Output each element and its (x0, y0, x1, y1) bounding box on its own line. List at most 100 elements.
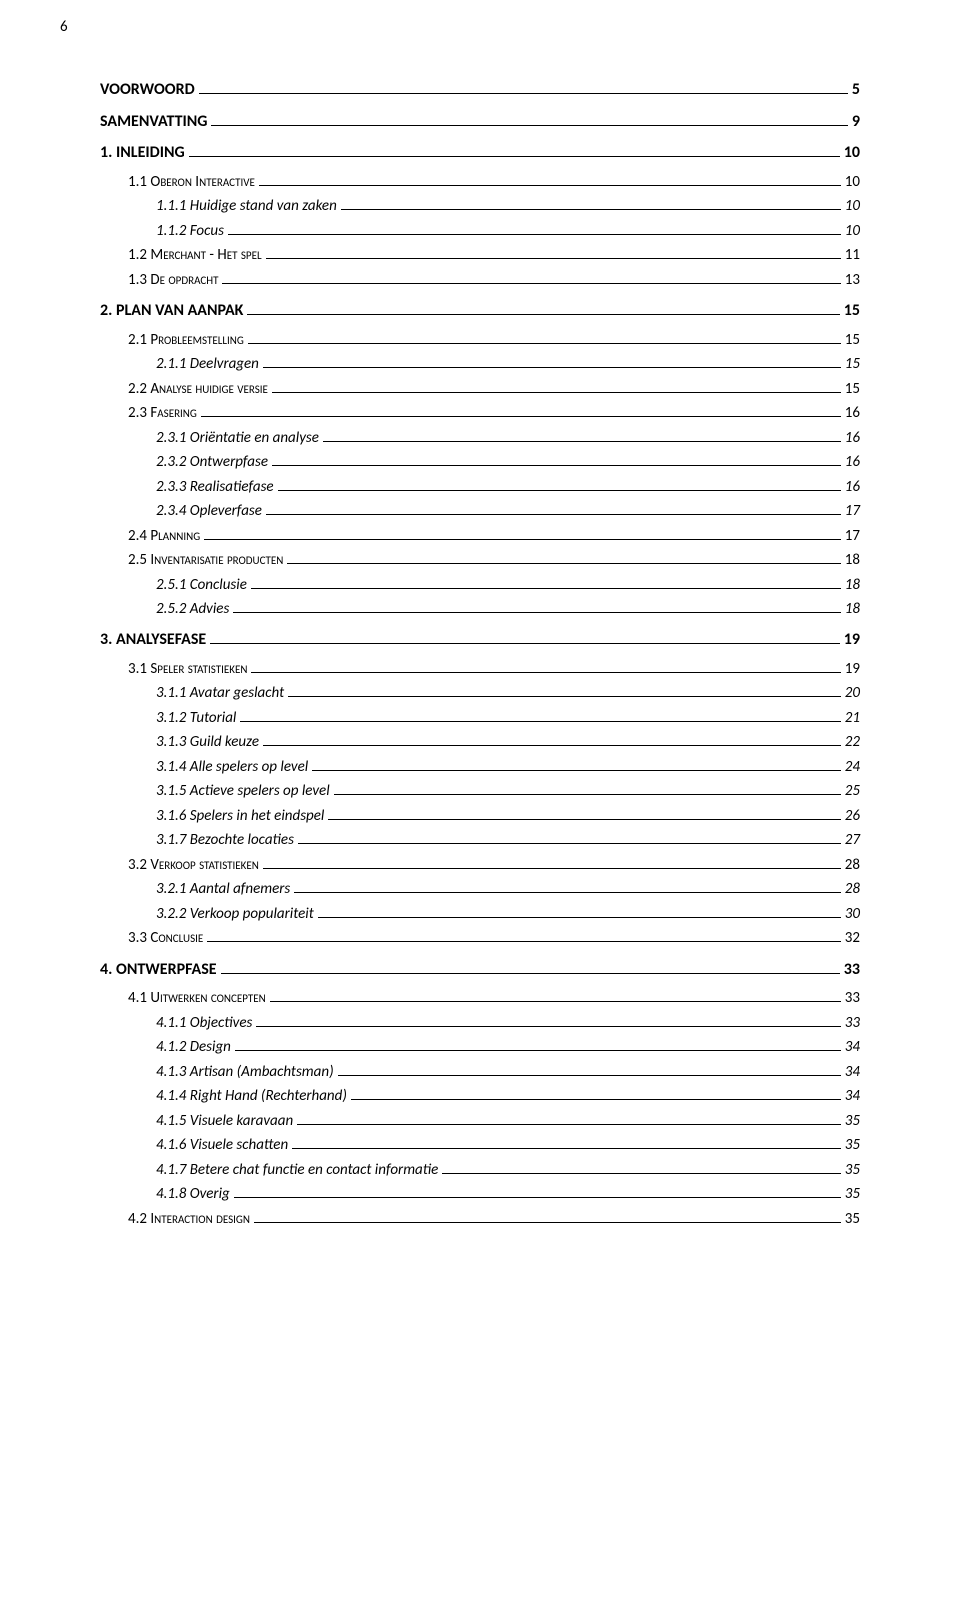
toc-leader-line (189, 143, 840, 157)
toc-leader-line (254, 1209, 841, 1223)
toc-leader-line (288, 684, 841, 698)
toc-leader-line (199, 80, 848, 94)
toc-entry-label: 3.1.1 Avatar geslacht (156, 684, 284, 702)
toc-entry-label: 2.5.1 Conclusie (156, 576, 247, 594)
toc-entry: 3.2.1 Aantal afnemers 28 (100, 880, 860, 899)
toc-entry: 2.1 Probleemstelling 15 (100, 330, 860, 349)
toc-entry-label: 3.1 Speler statistieken (128, 660, 247, 678)
toc-entry: 2.5 Inventarisatie producten 18 (100, 551, 860, 570)
toc-entry-page: 32 (845, 929, 860, 947)
toc-entry-page: 35 (845, 1185, 860, 1203)
toc-leader-line (201, 404, 841, 418)
toc-entry: 3.1.5 Actieve spelers op level25 (100, 782, 860, 801)
toc-entry-label: 3.2.1 Aantal afnemers (156, 880, 290, 898)
toc-entry: 4.1.7 Betere chat functie en contact inf… (100, 1160, 860, 1179)
toc-leader-line (294, 880, 841, 894)
toc-entry-page: 27 (845, 831, 860, 849)
toc-entry-page: 30 (845, 905, 860, 923)
toc-entry-label: 4.1.7 Betere chat functie en contact inf… (156, 1161, 438, 1179)
toc-entry-label: 2.5 Inventarisatie producten (128, 551, 283, 569)
toc-entry-label: SAMENVATTING (100, 112, 207, 131)
toc-entry-page: 15 (845, 355, 860, 373)
toc-entry: 4. ONTWERPFASE33 (100, 959, 860, 978)
toc-leader-line (259, 172, 841, 186)
toc-entry-label: 4.1.8 Overig (156, 1185, 230, 1203)
toc-entry-label: 2.3.4 Opleverfase (156, 502, 262, 520)
toc-leader-line (272, 379, 841, 393)
toc-entry-page: 18 (845, 576, 860, 594)
toc-entry-label: 2.2 Analyse huidige versie (128, 380, 268, 398)
toc-entry: 3.1.7 Bezochte locaties 27 (100, 831, 860, 850)
toc-entry-label: 2.3 Fasering (128, 404, 197, 422)
toc-leader-line (233, 600, 840, 614)
toc-entry-label: 1.1.2 Focus (156, 222, 224, 240)
toc-entry-page: 16 (845, 478, 860, 496)
toc-leader-line (318, 904, 841, 918)
toc-entry: VOORWOORD5 (100, 80, 860, 99)
toc-leader-line (312, 757, 841, 771)
toc-entry: 1.1.2 Focus10 (100, 221, 860, 240)
toc-entry: 4.2 Interaction design35 (100, 1209, 860, 1228)
toc-entry-label: 4. ONTWERPFASE (100, 960, 217, 979)
toc-entry-label: 4.1.3 Artisan (Ambachtsman) (156, 1063, 334, 1081)
toc-leader-line (266, 502, 841, 516)
toc-entry: 4.1.6 Visuele schatten35 (100, 1136, 860, 1155)
toc-entry-label: 4.1 Uitwerken concepten (128, 989, 266, 1007)
toc-entry-label: 4.2 Interaction design (128, 1210, 250, 1228)
toc-entry: 3.1 Speler statistieken19 (100, 659, 860, 678)
toc-entry-page: 28 (845, 880, 860, 898)
toc-entry-page: 11 (845, 246, 860, 264)
toc-entry-label: 3.2.2 Verkoop populariteit (156, 905, 314, 923)
toc-entry-label: 2.1 Probleemstelling (128, 331, 244, 349)
toc-entry-page: 28 (845, 856, 860, 874)
toc-entry-page: 22 (845, 733, 860, 751)
toc-entry-page: 10 (845, 197, 860, 215)
toc-entry-label: 3.1.3 Guild keuze (156, 733, 259, 751)
toc-leader-line (248, 330, 841, 344)
toc-leader-line (263, 733, 841, 747)
toc-entry-page: 5 (852, 80, 860, 99)
toc-entry-label: 1.1 Oberon Interactive (128, 173, 255, 191)
toc-leader-line (266, 246, 841, 260)
toc-entry: 4.1.4 Right Hand (Rechterhand)34 (100, 1087, 860, 1106)
toc-entry-page: 16 (845, 429, 860, 447)
toc-entry-page: 15 (845, 331, 860, 349)
table-of-contents: VOORWOORD5 SAMENVATTING 9 1. INLEIDING10 1.1… (100, 80, 860, 1228)
toc-entry: 1.1.1 Huidige stand van zaken 10 (100, 197, 860, 216)
toc-entry-page: 18 (845, 551, 860, 569)
toc-leader-line (221, 959, 840, 973)
toc-entry-page: 16 (845, 453, 860, 471)
toc-entry-page: 24 (845, 758, 860, 776)
toc-leader-line (442, 1160, 840, 1174)
toc-entry-page: 9 (852, 112, 860, 131)
toc-entry-page: 35 (845, 1112, 860, 1130)
toc-entry: 1.3 De opdracht13 (100, 270, 860, 289)
toc-entry: 1. INLEIDING10 (100, 143, 860, 162)
toc-entry-page: 34 (845, 1087, 860, 1105)
toc-entry: 2.1.1 Deelvragen15 (100, 355, 860, 374)
toc-entry: 2.5.1 Conclusie 18 (100, 575, 860, 594)
toc-entry-label: 4.1.2 Design (156, 1038, 231, 1056)
toc-leader-line (228, 221, 841, 235)
toc-entry: 2.3.3 Realisatiefase 16 (100, 477, 860, 496)
toc-leader-line (240, 708, 840, 722)
toc-entry-label: 4.1.5 Visuele karavaan (156, 1112, 293, 1130)
toc-entry-label: 2.3.2 Ontwerpfase (156, 453, 268, 471)
toc-entry-page: 26 (845, 807, 860, 825)
toc-entry-page: 33 (845, 989, 860, 1007)
toc-entry-label: 2.3.3 Realisatiefase (156, 478, 274, 496)
toc-entry-label: 3.1.7 Bezochte locaties (156, 831, 294, 849)
toc-entry-label: 1.1.1 Huidige stand van zaken (156, 197, 337, 215)
toc-entry: 3.1.3 Guild keuze 22 (100, 733, 860, 752)
toc-entry: 2.3 Fasering16 (100, 404, 860, 423)
toc-leader-line (235, 1038, 841, 1052)
toc-leader-line (298, 831, 841, 845)
toc-entry: 4.1.3 Artisan (Ambachtsman)34 (100, 1062, 860, 1081)
toc-entry-page: 21 (845, 709, 860, 727)
toc-entry-label: 2.3.1 Oriëntatie en analyse (156, 429, 319, 447)
toc-entry: 3.1.2 Tutorial21 (100, 708, 860, 727)
toc-entry: 2.2 Analyse huidige versie15 (100, 379, 860, 398)
toc-entry-label: 3.1.5 Actieve spelers op level (156, 782, 330, 800)
toc-entry-label: 3.3 Conclusie (128, 929, 203, 947)
toc-entry-page: 35 (845, 1161, 860, 1179)
